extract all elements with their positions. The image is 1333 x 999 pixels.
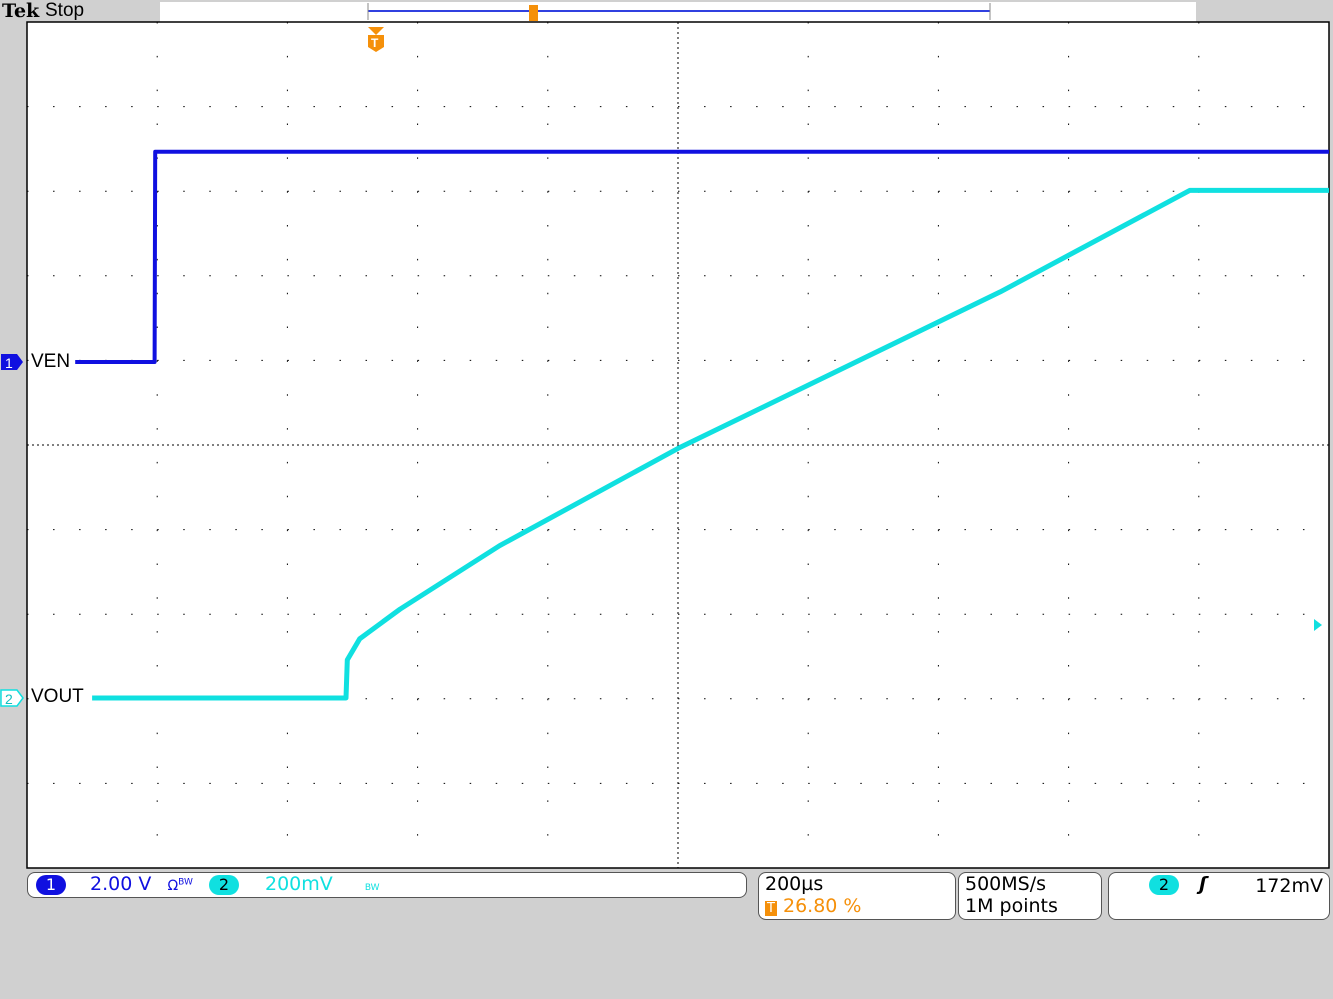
sample-rate: 500MS/s [965,873,1047,895]
channel-readout[interactable]: 1 2.00 V ΩBW 2 200mV BW [27,872,747,898]
svg-text:T: T [371,36,379,50]
brand-logo: Tek [2,0,40,22]
ch1-label: VEN [31,351,71,373]
trigger-position-icon[interactable] [368,27,384,52]
trigger-icon: T [765,901,777,916]
trigger-source: 2 [1149,875,1179,895]
svg-text:1: 1 [5,355,13,371]
ch2-label: VOUT [31,686,84,708]
trigger-level: 172mV [1255,875,1323,897]
trigger-level-icon[interactable] [1314,619,1322,631]
svg-text:2: 2 [5,691,13,707]
ch1-bandwidth-icon: ΩBW [167,877,193,894]
timebase-readout[interactable]: 200µs T 26.80 % [758,872,956,920]
ch2-ground-marker[interactable] [0,689,24,707]
acquisition-status: Stop [45,0,85,21]
ch1-badge[interactable]: 1 [36,875,66,895]
ch1-ground-marker[interactable] [1,354,23,370]
acquisition-readout[interactable]: 500MS/s 1M points [958,872,1102,920]
trigger-position: 26.80 % [783,895,862,917]
trigger-readout[interactable]: 2 ʃ 172mV [1108,872,1330,920]
record-trigger-icon [529,5,538,21]
ch2-bandwidth-icon: BW [364,883,380,893]
trace-ven [75,149,1329,364]
ch2-badge[interactable]: 2 [208,875,239,895]
ch2-scale: 200mV [265,873,333,895]
trace-vout [92,187,1329,701]
time-scale: 200µs [765,873,824,895]
rising-edge-icon: ʃ [1199,873,1207,895]
record-length: 1M points [965,895,1058,917]
ch1-scale: 2.00 V [90,873,152,895]
